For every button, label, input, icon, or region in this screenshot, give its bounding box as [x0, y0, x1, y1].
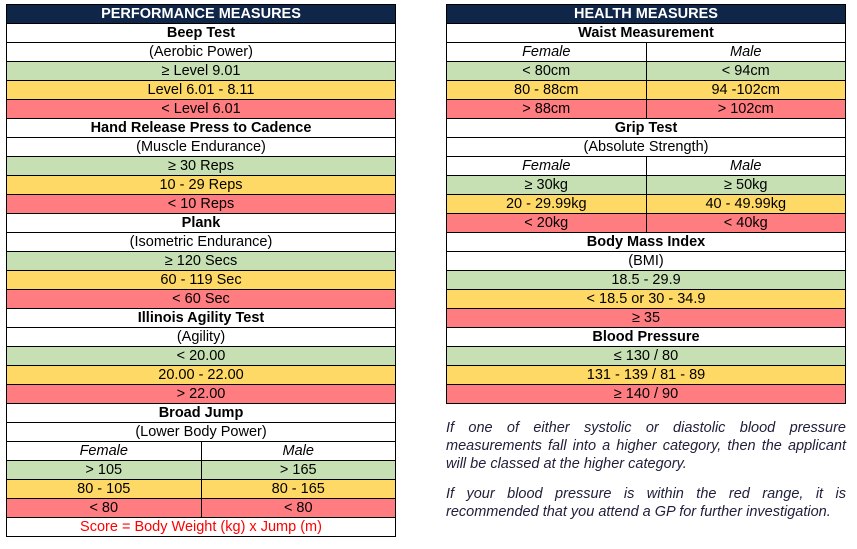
broad-jump-female-green: > 105 [6, 460, 202, 480]
grip-male-yellow: 40 - 49.99kg [645, 194, 846, 214]
broad-jump-male-green: > 165 [200, 460, 396, 480]
grip-male-red: < 40kg [645, 213, 846, 233]
blood-pressure-red: ≥ 140 / 90 [446, 384, 846, 404]
broad-jump-subtitle: (Lower Body Power) [6, 422, 396, 442]
hand-release-green: ≥ 30 Reps [6, 156, 396, 176]
broad-jump-title: Broad Jump [6, 403, 396, 423]
waist-male-green: < 94cm [645, 61, 846, 81]
broad-jump-male-red: < 80 [200, 498, 396, 518]
plank-red: < 60 Sec [6, 289, 396, 309]
plank-yellow: 60 - 119 Sec [6, 270, 396, 290]
broad-jump-score-formula: Score = Body Weight (kg) x Jump (m) [6, 517, 396, 537]
beep-test-yellow: Level 6.01 - 8.11 [6, 80, 396, 100]
performance-measures-table: PERFORMANCE MEASURES Beep Test (Aerobic … [6, 4, 396, 537]
beep-test-subtitle: (Aerobic Power) [6, 42, 396, 62]
grip-male-label: Male [645, 156, 846, 176]
waist-female-yellow: 80 - 88cm [446, 80, 647, 100]
plank-title: Plank [6, 213, 396, 233]
grip-male-green: ≥ 50kg [645, 175, 846, 195]
broad-jump-female-red: < 80 [6, 498, 202, 518]
illinois-yellow: 20.00 - 22.00 [6, 365, 396, 385]
grip-female-yellow: 20 - 29.99kg [446, 194, 647, 214]
hand-release-yellow: 10 - 29 Reps [6, 175, 396, 195]
broad-jump-female-label: Female [6, 441, 202, 461]
illinois-subtitle: (Agility) [6, 327, 396, 347]
blood-pressure-note-category: If one of either systolic or diastolic b… [446, 420, 846, 472]
blood-pressure-note-gp: If your blood pressure is within the red… [446, 486, 846, 520]
waist-male-yellow: 94 -102cm [645, 80, 846, 100]
broad-jump-male-label: Male [200, 441, 396, 461]
beep-test-title: Beep Test [6, 23, 396, 43]
waist-female-green: < 80cm [446, 61, 647, 81]
illinois-title: Illinois Agility Test [6, 308, 396, 328]
waist-female-label: Female [446, 42, 647, 62]
grip-title: Grip Test [446, 118, 846, 138]
broad-jump-male-yellow: 80 - 165 [200, 479, 396, 499]
performance-header: PERFORMANCE MEASURES [6, 4, 396, 24]
plank-green: ≥ 120 Secs [6, 251, 396, 271]
grip-female-green: ≥ 30kg [446, 175, 647, 195]
blood-pressure-title: Blood Pressure [446, 327, 846, 347]
illinois-green: < 20.00 [6, 346, 396, 366]
health-measures-table: HEALTH MEASURES Waist Measurement Female… [446, 4, 846, 404]
illinois-red: > 22.00 [6, 384, 396, 404]
bmi-subtitle: (BMI) [446, 251, 846, 271]
waist-female-red: > 88cm [446, 99, 647, 119]
health-header: HEALTH MEASURES [446, 4, 846, 24]
grip-subtitle: (Absolute Strength) [446, 137, 846, 157]
bmi-red: ≥ 35 [446, 308, 846, 328]
hand-release-title: Hand Release Press to Cadence [6, 118, 396, 138]
blood-pressure-green: ≤ 130 / 80 [446, 346, 846, 366]
bmi-yellow: < 18.5 or 30 - 34.9 [446, 289, 846, 309]
broad-jump-female-yellow: 80 - 105 [6, 479, 202, 499]
hand-release-subtitle: (Muscle Endurance) [6, 137, 396, 157]
beep-test-red: < Level 6.01 [6, 99, 396, 119]
bmi-title: Body Mass Index [446, 232, 846, 252]
bmi-green: 18.5 - 29.9 [446, 270, 846, 290]
blood-pressure-yellow: 131 - 139 / 81 - 89 [446, 365, 846, 385]
waist-title: Waist Measurement [446, 23, 846, 43]
waist-male-label: Male [645, 42, 846, 62]
plank-subtitle: (Isometric Endurance) [6, 232, 396, 252]
grip-female-red: < 20kg [446, 213, 647, 233]
grip-female-label: Female [446, 156, 647, 176]
waist-male-red: > 102cm [645, 99, 846, 119]
beep-test-green: ≥ Level 9.01 [6, 61, 396, 81]
hand-release-red: < 10 Reps [6, 194, 396, 214]
